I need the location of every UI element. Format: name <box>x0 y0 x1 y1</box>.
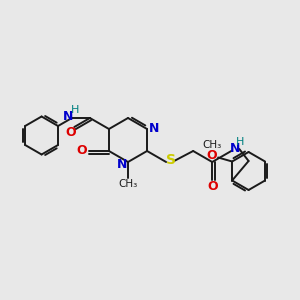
Text: S: S <box>166 153 176 167</box>
Text: CH₃: CH₃ <box>202 140 222 151</box>
Text: O: O <box>207 181 217 194</box>
Text: H: H <box>71 105 79 115</box>
Text: CH₃: CH₃ <box>118 179 138 189</box>
Text: O: O <box>207 149 218 162</box>
Text: O: O <box>76 145 87 158</box>
Text: O: O <box>65 125 76 139</box>
Text: N: N <box>117 158 127 170</box>
Text: N: N <box>63 110 73 124</box>
Text: H: H <box>236 137 244 147</box>
Text: N: N <box>149 122 159 136</box>
Text: N: N <box>230 142 241 155</box>
